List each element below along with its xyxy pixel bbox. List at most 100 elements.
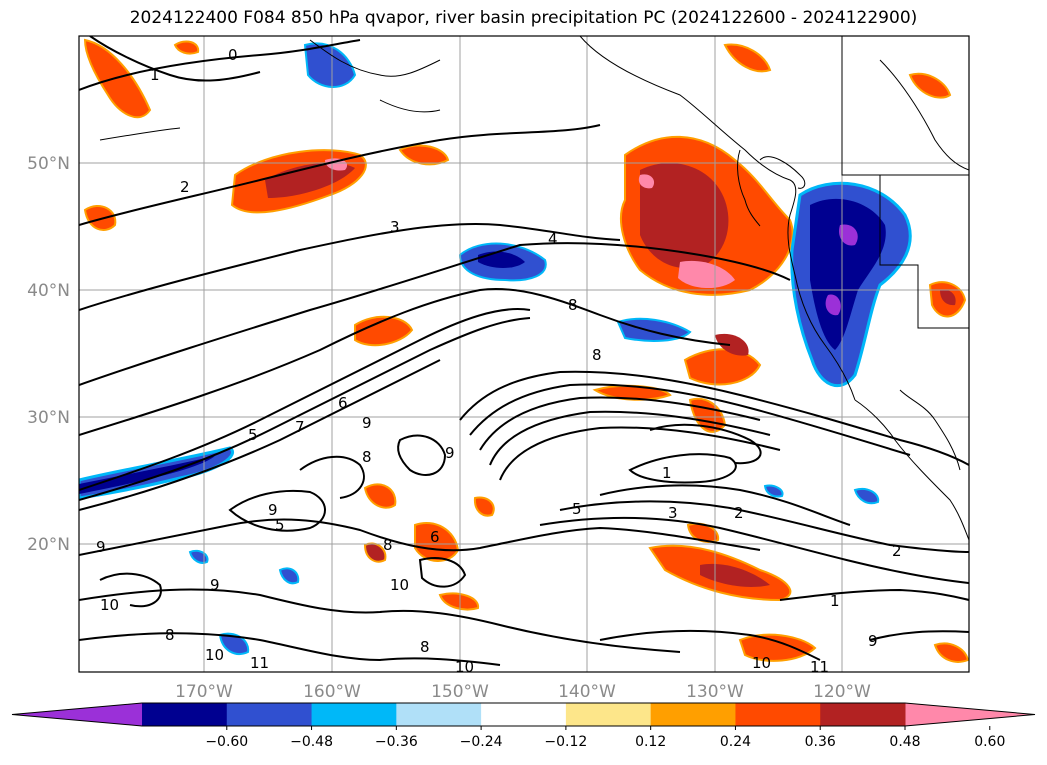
precip-blob [940,289,956,306]
colorbar-tick-label: 0.24 [720,734,751,750]
contour-label: 9 [362,414,372,432]
contour-label: 2 [892,542,902,560]
contour-label: 5 [248,426,258,444]
colorbar-tick-label: −0.60 [205,734,248,750]
contour-label: 2 [734,504,744,522]
lon-label: 150°W [431,682,489,702]
chart-title: 2024122400 F084 850 hPa qvapor, river ba… [129,8,918,28]
contour-label: 0 [228,46,238,64]
contour-label: 9 [96,538,106,556]
lon-label: 140°W [558,682,616,702]
contour-label: 9 [210,576,220,594]
colorbar-segment [226,703,313,726]
colorbar-extend-high [905,703,1035,726]
map-frame [78,35,970,673]
contour-label: 10 [205,646,224,664]
colorbar-tick-label: −0.12 [544,734,587,750]
precip-blob [825,294,841,316]
precip-blob [640,162,729,269]
colorbar-segment [650,703,736,726]
colorbar-tick-label: −0.48 [290,734,333,750]
contour-label: 8 [592,346,602,364]
contour-label: 7 [295,418,305,436]
contour-label: 10 [752,654,771,672]
colorbar-tick-label: 0.60 [974,734,1005,750]
precip-blob [839,224,858,246]
colorbar-segment [565,703,652,726]
precip-blob [83,205,117,231]
contour-label: 3 [668,504,678,522]
contour-label: 5 [275,516,285,534]
precip-blob [438,592,480,611]
precip-blob [478,251,525,268]
contour-label: 6 [338,394,348,412]
contour-label: 8 [568,296,578,314]
lon-label: 120°W [813,682,871,702]
latitude-labels: 50°N 40°N 30°N 20°N [27,154,70,555]
precip-blob [325,158,348,171]
precip-blob [83,38,152,119]
precip-blob [853,488,880,505]
colorbar: −0.60 −0.48 −0.36 −0.24 −0.12 0.12 0.24 0.36 0.4… [11,702,1036,750]
lat-label: 30°N [27,408,70,428]
contour-label: 10 [100,596,119,614]
contour-label: 4 [548,230,558,248]
contour-label: 8 [165,626,175,644]
colorbar-segment [735,703,821,726]
colorbar-segment [142,703,228,726]
contours [79,36,969,666]
contour-label: 10 [390,576,409,594]
colorbar-segment [311,703,397,726]
contour-label: 1 [830,592,840,610]
precip-blob [683,348,762,386]
contour-label: 9 [868,632,878,650]
colorbar-tick-label: −0.24 [460,734,503,750]
lon-label: 130°W [686,682,744,702]
contour-label: 8 [362,448,372,466]
contour-label: 8 [383,536,393,554]
contour-label: 1 [150,66,160,84]
colorbar-segment [396,703,482,726]
precip-blob [715,333,749,356]
coastlines [99,36,969,541]
lon-label: 160°W [303,682,361,702]
precip-blob [354,315,414,347]
precip-blob [700,563,770,587]
contour-label: 10 [455,658,474,676]
colorbar-tick-label: 0.48 [889,734,920,750]
contour-label: 3 [390,218,400,236]
precip-blob [933,642,969,663]
precip-blob [763,484,784,498]
colorbar-tick-label: 0.12 [635,734,666,750]
precip-blob [188,549,209,564]
precip-blob [738,633,817,662]
contour-label: 9 [445,444,455,462]
contour-label: 8 [420,638,430,656]
precip-blob [173,40,200,55]
precip-blob [723,43,772,73]
lat-label: 40°N [27,281,70,301]
colorbar-outline [11,702,1036,727]
colorbar-segment [481,703,567,726]
precip-blob [473,496,495,517]
contour-label: 11 [810,658,829,676]
precip-blob [218,632,250,655]
precip-blob [638,174,655,189]
contour-label: 2 [180,178,190,196]
colorbar-tick-label: 0.36 [805,734,836,750]
lon-label: 170°W [175,682,233,702]
precip-blob [278,567,300,585]
precip-blob [363,483,397,509]
colorbar-tick-label: −0.36 [375,734,418,750]
precip-blob [398,144,450,166]
precip-blob [678,260,735,289]
contour-labels: 0 1 2 3 4 8 8 9 5 7 6 8 9 5 9 8 6 10 1 5… [96,46,902,676]
lat-label: 50°N [27,154,70,174]
contour-label: 11 [250,654,269,672]
contour-label: 5 [572,500,582,518]
contour-label: 6 [430,528,440,546]
colorbar-extend-low [12,703,142,726]
longitude-labels: 170°W 160°W 150°W 140°W 130°W 120°W [175,682,871,702]
colorbar-segment [820,703,906,726]
